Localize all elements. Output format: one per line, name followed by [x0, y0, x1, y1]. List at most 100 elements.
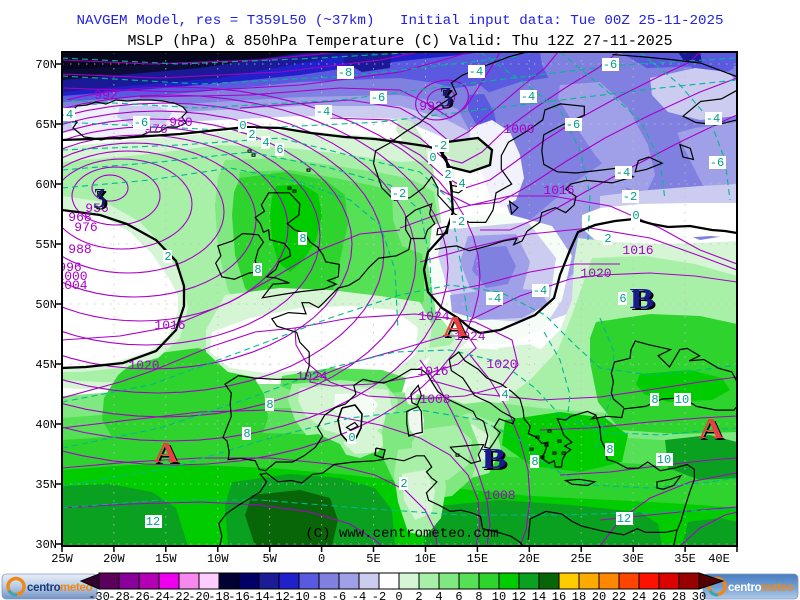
svg-text:centro: centro — [728, 582, 762, 594]
svg-text:-4: -4 — [521, 90, 535, 104]
svg-text:-8: -8 — [312, 590, 326, 600]
svg-text:0: 0 — [239, 119, 246, 133]
svg-text:-4: -4 — [706, 112, 720, 126]
svg-text:55N: 55N — [35, 238, 57, 252]
svg-text:meteo: meteo — [60, 582, 93, 594]
svg-text:A: A — [154, 437, 179, 469]
svg-text:35N: 35N — [35, 478, 57, 492]
svg-text:-24: -24 — [148, 590, 170, 600]
svg-text:-4: -4 — [352, 590, 366, 600]
svg-text:980: 980 — [169, 115, 192, 130]
svg-text:-4: -4 — [316, 105, 330, 119]
svg-text:-14: -14 — [248, 590, 270, 600]
svg-text:992: 992 — [419, 99, 442, 114]
svg-text:10E: 10E — [415, 552, 437, 566]
svg-text:50N: 50N — [35, 298, 57, 312]
svg-text:1008: 1008 — [484, 488, 515, 503]
svg-text:0: 0 — [318, 552, 325, 566]
svg-text:8: 8 — [606, 443, 613, 457]
svg-text:-20: -20 — [188, 590, 210, 600]
svg-text:2: 2 — [400, 477, 407, 491]
svg-text:-6: -6 — [603, 58, 617, 72]
svg-text:1000: 1000 — [503, 122, 534, 137]
svg-text:65N: 65N — [35, 118, 57, 132]
svg-text:996: 996 — [58, 260, 81, 275]
svg-text:A: A — [699, 413, 724, 445]
svg-text:-2: -2 — [372, 590, 386, 600]
svg-text:988: 988 — [68, 242, 91, 257]
svg-text:A: A — [443, 311, 468, 343]
svg-text:1020: 1020 — [128, 358, 159, 373]
svg-text:45N: 45N — [35, 358, 57, 372]
svg-text:2: 2 — [604, 232, 611, 246]
svg-text:-4: -4 — [616, 166, 630, 180]
svg-text:6: 6 — [276, 143, 283, 157]
svg-text:-30: -30 — [88, 590, 110, 600]
svg-text:-28: -28 — [108, 590, 130, 600]
svg-text:20: 20 — [592, 590, 606, 600]
svg-text:Ʒ: Ʒ — [96, 186, 108, 210]
svg-text:968: 968 — [68, 210, 91, 225]
svg-text:5E: 5E — [366, 552, 380, 566]
svg-text:8: 8 — [299, 232, 306, 246]
svg-text:10: 10 — [492, 590, 506, 600]
svg-text:-2: -2 — [392, 187, 406, 201]
svg-text:0: 0 — [395, 590, 402, 600]
svg-text:0: 0 — [429, 151, 436, 165]
svg-text:8: 8 — [475, 590, 482, 600]
svg-text:30E: 30E — [622, 552, 644, 566]
svg-text:-6: -6 — [134, 116, 148, 130]
svg-text:8: 8 — [254, 263, 261, 277]
svg-text:35E: 35E — [674, 552, 696, 566]
svg-text:-4: -4 — [469, 65, 483, 79]
svg-text:10: 10 — [657, 453, 671, 467]
svg-text:12: 12 — [512, 590, 526, 600]
svg-text:70N: 70N — [35, 58, 57, 72]
svg-text:B: B — [632, 285, 657, 317]
svg-text:12: 12 — [146, 515, 160, 529]
svg-text:15W: 15W — [155, 552, 177, 566]
svg-text:26: 26 — [652, 590, 666, 600]
svg-text:1016: 1016 — [417, 364, 448, 379]
svg-text:-8: -8 — [338, 66, 352, 80]
svg-text:8: 8 — [651, 393, 658, 407]
svg-text:Ʒ: Ʒ — [440, 83, 452, 107]
svg-text:centro: centro — [27, 582, 61, 594]
svg-text:976: 976 — [144, 122, 167, 137]
svg-text:8: 8 — [266, 398, 273, 412]
svg-text:22: 22 — [612, 590, 626, 600]
svg-text:-6: -6 — [371, 91, 385, 105]
svg-text:10W: 10W — [207, 552, 229, 566]
svg-text:-2: -2 — [623, 190, 637, 204]
svg-text:0: 0 — [348, 431, 355, 445]
svg-text:-18: -18 — [208, 590, 230, 600]
svg-text:1000: 1000 — [56, 269, 87, 284]
svg-text:-4: -4 — [533, 284, 547, 298]
svg-text:20W: 20W — [103, 552, 125, 566]
svg-text:1004: 1004 — [56, 278, 87, 293]
svg-text:-26: -26 — [128, 590, 150, 600]
svg-text:-6: -6 — [710, 156, 724, 170]
svg-text:NAVGEM Model, res = T359L50 (~: NAVGEM Model, res = T359L50 (~37km) Init… — [76, 13, 723, 29]
svg-text:5W: 5W — [262, 552, 277, 566]
svg-text:60N: 60N — [35, 178, 57, 192]
svg-text:-16: -16 — [228, 590, 250, 600]
svg-text:14: 14 — [532, 590, 546, 600]
svg-text:12: 12 — [617, 512, 631, 526]
svg-text:25E: 25E — [570, 552, 592, 566]
svg-text:-22: -22 — [168, 590, 190, 600]
svg-text:MSLP (hPa) & 850hPa Temperatur: MSLP (hPa) & 850hPa Temperature (C) Vali… — [127, 34, 672, 50]
svg-text:B: B — [630, 283, 655, 315]
svg-text:40E: 40E — [708, 552, 730, 566]
svg-text:1016: 1016 — [622, 243, 653, 258]
svg-text:A: A — [156, 439, 181, 471]
svg-text:4: 4 — [262, 136, 269, 150]
svg-text:-2: -2 — [451, 215, 465, 229]
svg-text:Ʒ: Ʒ — [442, 85, 454, 109]
svg-text:-10: -10 — [288, 590, 310, 600]
svg-text:30N: 30N — [35, 538, 57, 552]
svg-text:-6: -6 — [332, 590, 346, 600]
svg-text:1020: 1020 — [486, 357, 517, 372]
svg-text:16: 16 — [552, 590, 566, 600]
svg-text:4: 4 — [501, 388, 508, 402]
